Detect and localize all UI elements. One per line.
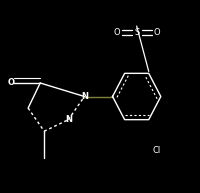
Text: Cl: Cl	[152, 146, 160, 155]
Text: N: N	[81, 92, 87, 101]
Text: O: O	[113, 28, 119, 37]
Text: S: S	[133, 28, 139, 37]
Text: N: N	[65, 115, 71, 124]
Text: O: O	[153, 28, 159, 37]
Text: O: O	[8, 79, 14, 87]
